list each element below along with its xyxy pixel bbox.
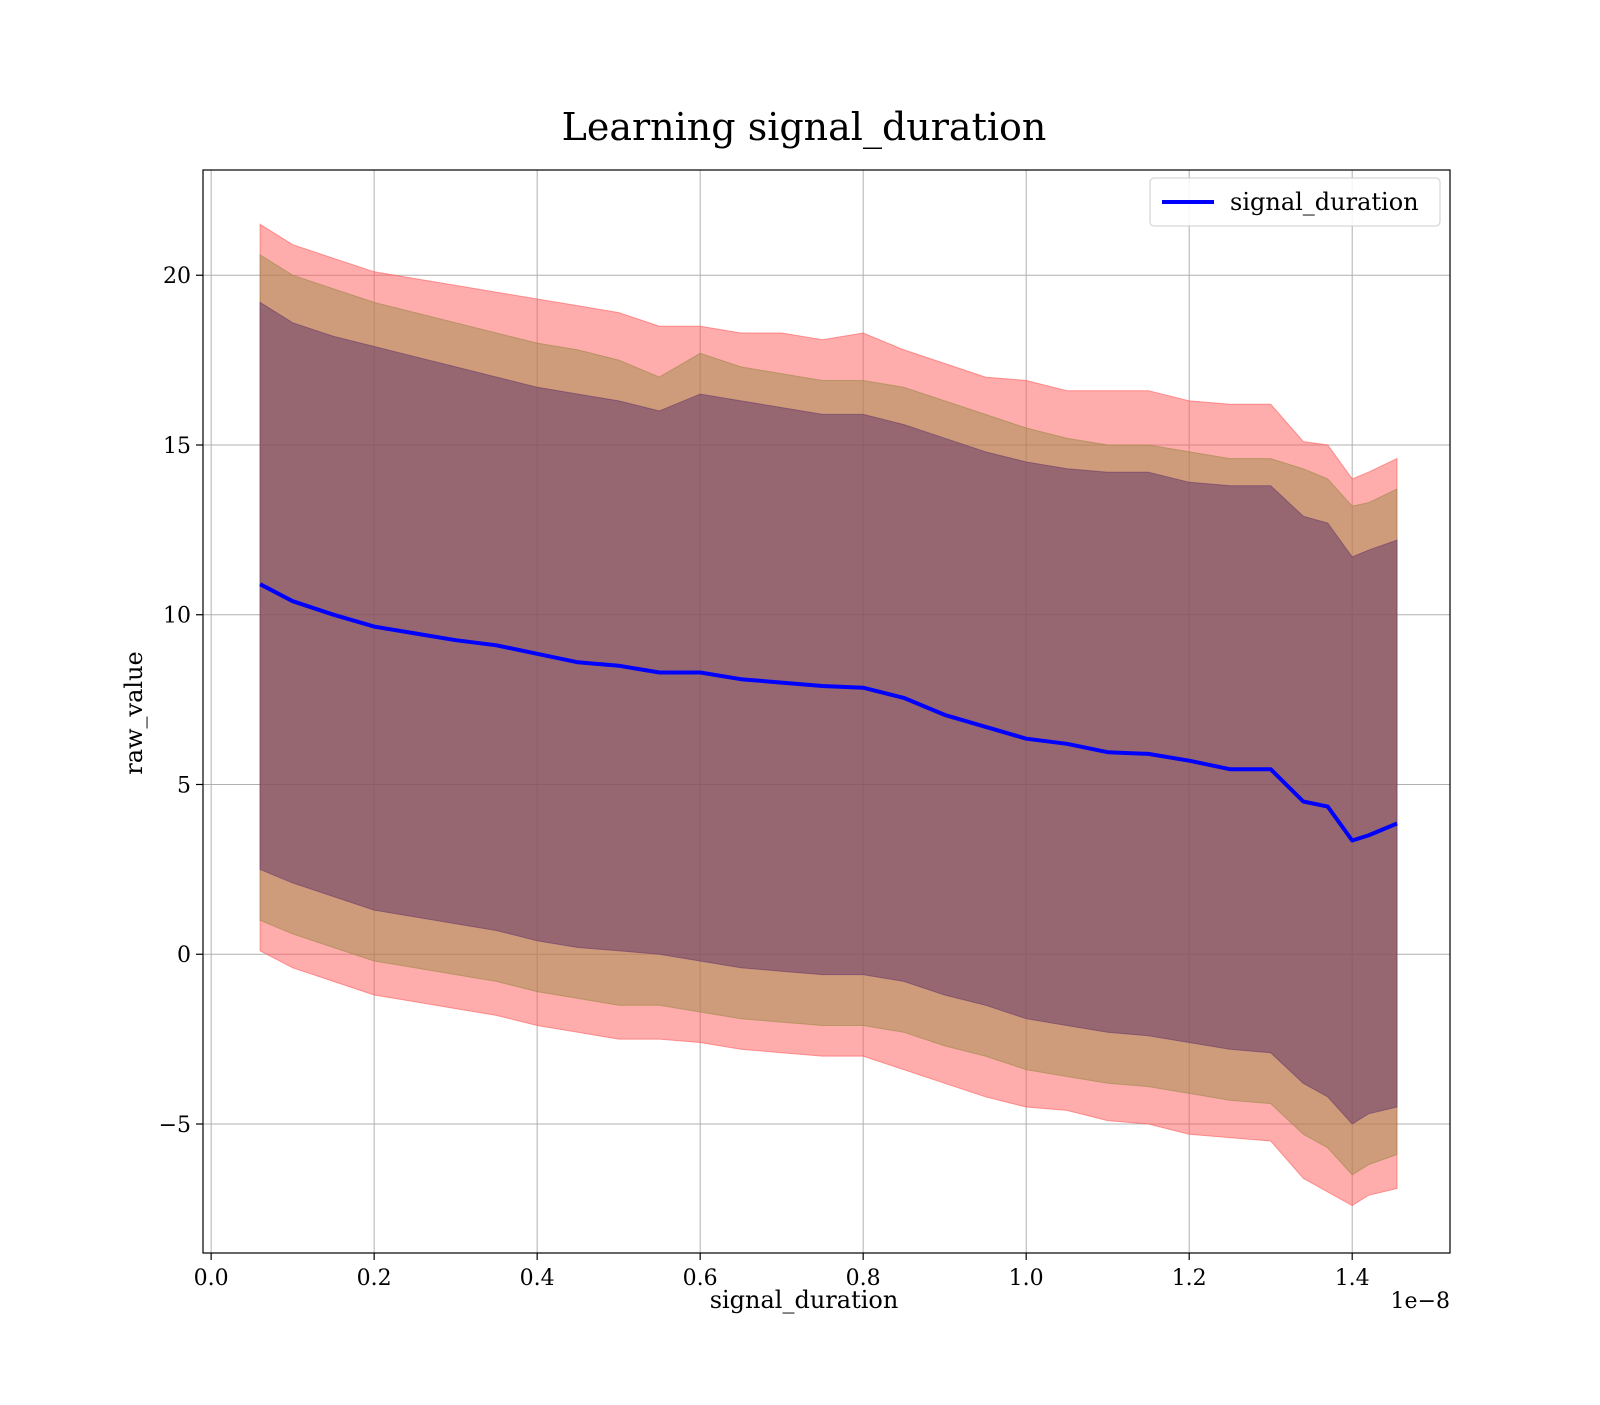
band-inner	[259, 301, 1398, 1125]
legend-box	[1149, 177, 1441, 227]
y-tick-label-4: 15	[163, 434, 191, 459]
x-tick-label-7: 1.4	[1335, 1266, 1370, 1291]
series-line-signal-duration	[259, 582, 1398, 843]
x-tick-label-3: 0.6	[683, 1266, 718, 1291]
x-axis-offset-label: 1e−8	[1391, 1289, 1450, 1314]
y-tick-label-1: 0	[177, 943, 191, 968]
y-axis-label: raw_value	[120, 651, 148, 775]
x-axis-label: signal_duration	[710, 1286, 899, 1314]
x-tick-label-4: 0.8	[846, 1266, 881, 1291]
plot-frame	[202, 169, 1451, 1254]
x-tick-label-6: 1.2	[1172, 1266, 1207, 1291]
plot-area: 0.0 0.2 0.4 0.6 0.8 1.0 1.2 1.4 −5 0 5 10 15 20 signal…	[159, 169, 1451, 1291]
legend-label-signal-duration: signal_duration	[1230, 188, 1419, 216]
chart-title: Learning signal_duration	[562, 105, 1047, 150]
x-tick-label-1: 0.2	[357, 1266, 392, 1291]
y-tick-label-0: −5	[159, 1113, 191, 1138]
x-tick-label-0: 0.0	[194, 1266, 229, 1291]
x-tick-label-2: 0.4	[520, 1266, 555, 1291]
y-tick-label-2: 5	[177, 773, 191, 798]
x-tick-label-5: 1.0	[1009, 1266, 1044, 1291]
y-tick-label-5: 20	[163, 264, 191, 289]
y-tick-label-3: 10	[163, 604, 191, 629]
